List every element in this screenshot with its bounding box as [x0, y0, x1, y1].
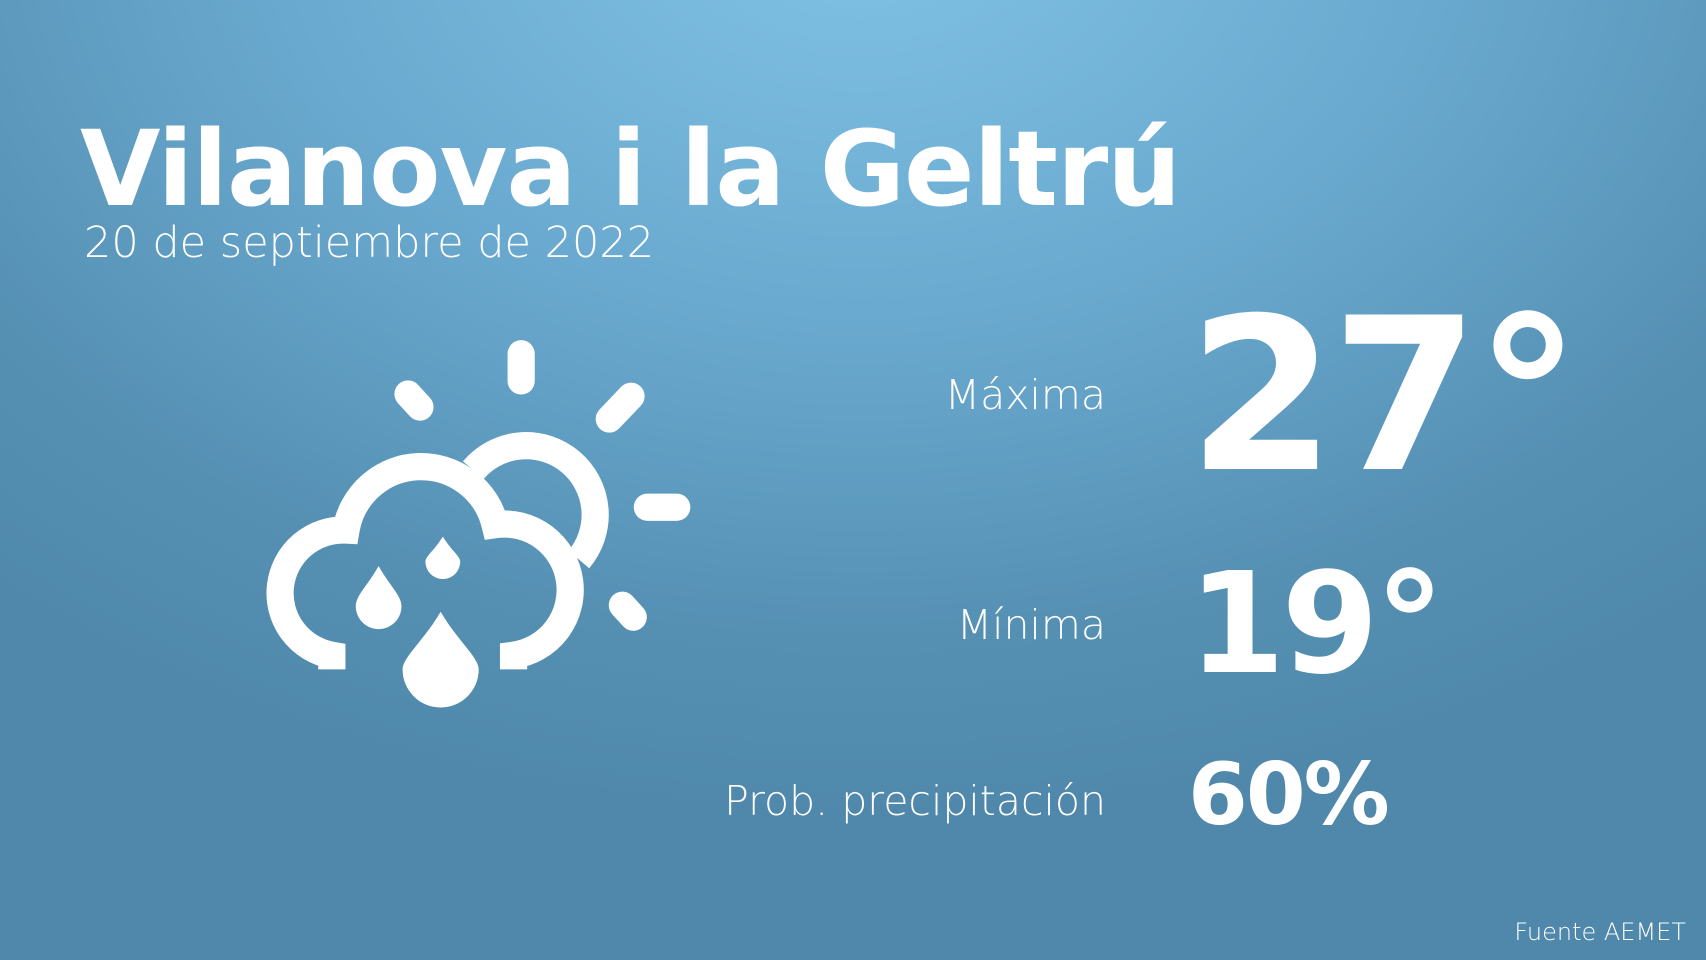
location-title: Vilanova i la Geltrú	[80, 108, 1181, 230]
sun-arc	[462, 432, 609, 569]
max-temp-label: Máxima	[944, 371, 1106, 419]
sun-ray	[595, 382, 645, 433]
min-temp-label: Mínima	[956, 601, 1106, 649]
precipitation-value: 60%	[1188, 745, 1390, 845]
precipitation-label: Prob. precipitación	[724, 777, 1106, 825]
max-temp-value: 27°	[1188, 272, 1581, 519]
sun-ray	[608, 591, 647, 631]
rain-drop	[355, 565, 402, 630]
forecast-date: 20 de septiembre de 2022	[84, 218, 655, 268]
cloud-outline	[266, 453, 584, 670]
sun-ray	[394, 380, 434, 421]
rain-drop	[402, 611, 479, 708]
min-temp-value: 19°	[1188, 543, 1445, 706]
rain-drop	[425, 536, 461, 580]
source-credit: Fuente AEMET	[1514, 918, 1686, 946]
